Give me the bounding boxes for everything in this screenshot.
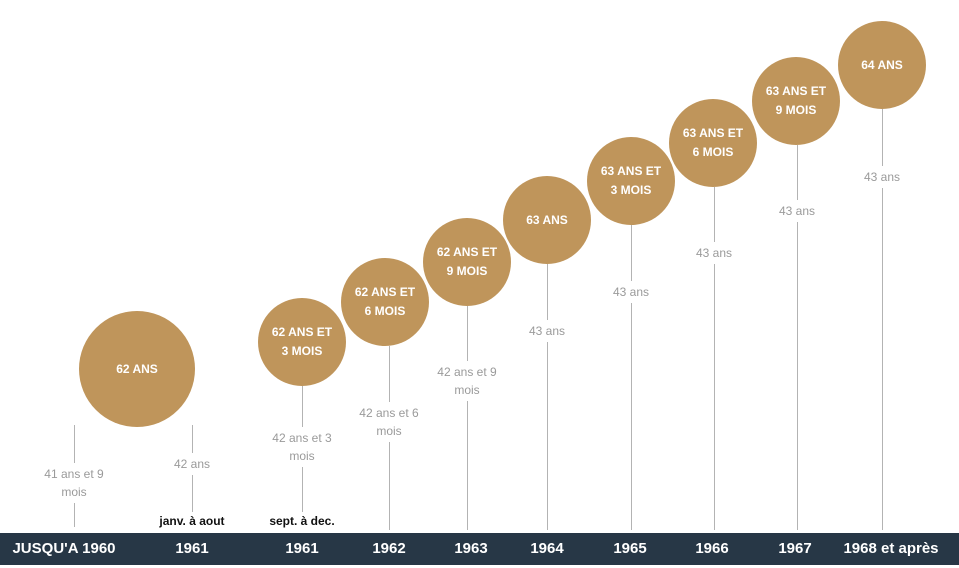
duration-label: 43 ans [842, 166, 922, 188]
age-circle: 63 ANS ET 3 MOIS [587, 137, 675, 225]
year-label: 1965 [613, 540, 647, 557]
period-label: sept. à dec. [269, 514, 335, 528]
year-label: 1964 [530, 540, 564, 557]
age-circle: 62 ANS [79, 311, 195, 427]
age-circle: 62 ANS ET 9 MOIS [423, 218, 511, 306]
duration-label: 43 ans [591, 281, 671, 303]
timeline-line [547, 264, 548, 530]
age-circle: 62 ANS ET 6 MOIS [341, 258, 429, 346]
duration-label: 43 ans [507, 320, 587, 342]
year-label: 1961 [285, 540, 319, 557]
duration-label: 43 ans [674, 242, 754, 264]
duration-label: 41 ans et 9 mois [34, 463, 114, 503]
year-label: 1968 et après [843, 540, 939, 557]
year-label: 1961 [175, 540, 209, 557]
duration-label: 42 ans et 9 mois [427, 361, 507, 401]
duration-label: 42 ans et 3 mois [262, 427, 342, 467]
year-label: JUSQU'A 1960 [12, 540, 116, 557]
year-label: 1967 [778, 540, 812, 557]
age-circle: 63 ANS ET 9 MOIS [752, 57, 840, 145]
timeline-line [714, 187, 715, 530]
duration-label: 42 ans [152, 453, 232, 475]
timeline-line [882, 109, 883, 530]
age-circle: 64 ANS [838, 21, 926, 109]
age-circle: 62 ANS ET 3 MOIS [258, 298, 346, 386]
year-label: 1963 [454, 540, 488, 557]
years-bar: JUSQU'A 1960 1961 1961 1962 1963 1964 1965 1966… [0, 533, 959, 565]
timeline-line [797, 145, 798, 530]
age-circle: 63 ANS [503, 176, 591, 264]
timeline-line [631, 225, 632, 530]
year-label: 1966 [695, 540, 729, 557]
age-circle: 63 ANS ET 6 MOIS [669, 99, 757, 187]
duration-label: 42 ans et 6 mois [349, 402, 429, 442]
duration-label: 43 ans [757, 200, 837, 222]
year-label: 1962 [372, 540, 406, 557]
period-label: janv. à aout [159, 514, 225, 528]
timeline-line [467, 306, 468, 530]
